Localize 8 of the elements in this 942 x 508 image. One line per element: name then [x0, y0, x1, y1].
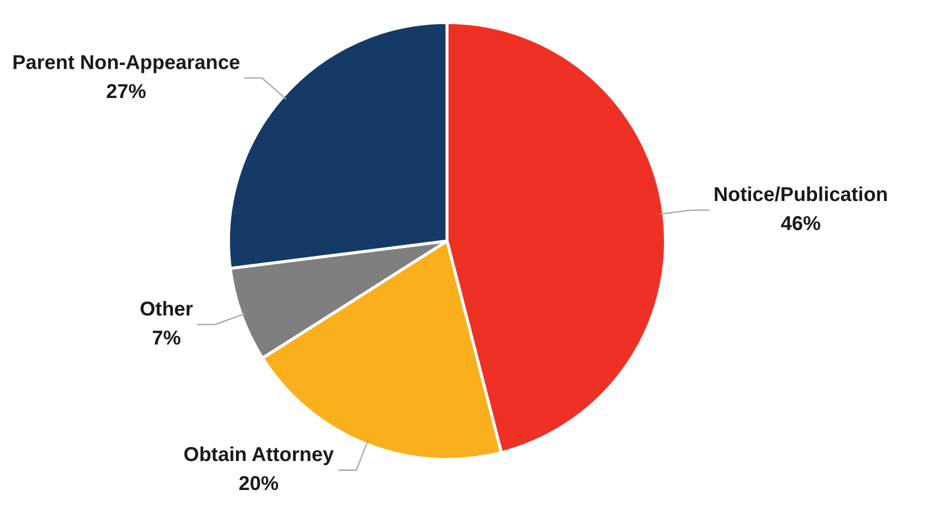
data-label: 27% [106, 81, 146, 103]
slice-label: Notice/Publication [714, 184, 888, 206]
slice-label: Parent Non-Appearance [12, 52, 240, 74]
slice-label: Obtain Attorney [184, 444, 335, 466]
slice-label: Other [140, 298, 194, 321]
data-label: 20% [238, 473, 279, 496]
data-label: 7% [152, 328, 182, 350]
data-label: 46% [780, 213, 822, 236]
